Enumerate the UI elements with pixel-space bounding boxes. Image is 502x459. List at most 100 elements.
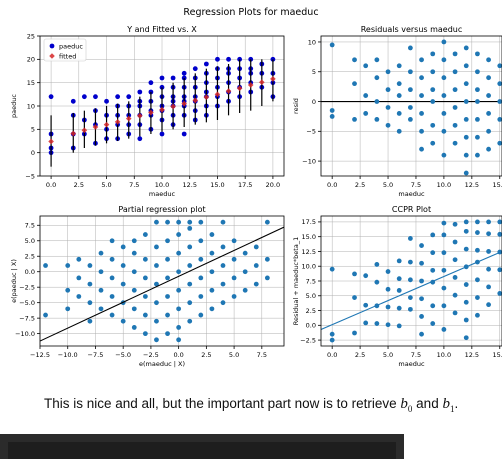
- caption-period: .: [454, 396, 459, 411]
- data-point: [226, 56, 231, 62]
- data-point: [329, 331, 335, 337]
- data-point: [159, 75, 165, 81]
- data-point: [192, 66, 198, 72]
- data-point: [407, 259, 413, 265]
- data-point: [220, 300, 226, 306]
- x-tick-label: 2.5: [74, 181, 84, 189]
- y-tick-label: −5: [25, 172, 35, 180]
- fitted-marker: [114, 119, 121, 125]
- axes-frame: [320, 35, 502, 177]
- fitted-marker: [236, 85, 243, 92]
- data-point: [463, 317, 469, 323]
- data-point: [231, 256, 237, 262]
- data-point: [463, 246, 469, 252]
- data-point: [165, 312, 170, 318]
- data-point: [329, 108, 335, 113]
- data-point: [385, 269, 391, 274]
- data-point: [198, 219, 204, 225]
- data-point: [419, 314, 424, 319]
- data-point: [81, 94, 87, 100]
- data-point: [486, 231, 491, 237]
- data-point: [98, 287, 104, 293]
- data-point: [441, 232, 447, 238]
- fitted-marker: [148, 109, 154, 116]
- data-point: [452, 310, 458, 316]
- fit-line: [40, 226, 284, 342]
- x-tick-label: 0.0: [46, 181, 56, 189]
- legend-box: [43, 38, 87, 62]
- data-point: [264, 275, 270, 281]
- data-point: [463, 219, 469, 225]
- data-point: [419, 75, 424, 81]
- y-tick-label: 10.0: [302, 263, 316, 271]
- data-point: [98, 250, 104, 256]
- subplot-title: Y and Fitted vs. X: [126, 25, 197, 34]
- data-point: [187, 263, 193, 268]
- data-point: [441, 75, 447, 81]
- data-point: [198, 312, 204, 318]
- data-point: [115, 94, 121, 100]
- legend-label: fitted: [59, 52, 76, 60]
- data-point: [396, 305, 402, 311]
- data-point: [120, 318, 126, 324]
- code-cell-bar: [0, 434, 404, 459]
- y-tick-label: 10: [27, 102, 35, 110]
- data-point: [142, 312, 148, 318]
- fit-line: [321, 250, 502, 330]
- code-cell-input[interactable]: [8, 442, 396, 459]
- data-point: [70, 98, 76, 104]
- data-point: [407, 105, 413, 110]
- data-point: [203, 61, 209, 67]
- data-point: [352, 271, 357, 277]
- x-tick-label: 12.5: [182, 181, 196, 189]
- x-tick-label: 10.0: [437, 351, 451, 359]
- data-point: [43, 263, 48, 268]
- fitted-marker: [81, 127, 88, 134]
- y-axis-label: e(paeduc | X): [10, 259, 18, 303]
- data-point: [452, 105, 458, 110]
- data-point: [463, 282, 469, 287]
- data-point: [176, 337, 182, 343]
- regression-plots-figure: Regression Plots for maeduc 0.0 2.5 5.0 7.5…: [10, 7, 502, 368]
- data-point: [396, 276, 402, 282]
- data-point: [497, 99, 502, 104]
- data-point: [352, 81, 357, 87]
- data-point: [441, 285, 447, 291]
- data-point: [170, 75, 176, 81]
- data-point: [209, 232, 215, 237]
- x-axis-label: maeduc: [398, 190, 425, 198]
- data-point: [463, 134, 469, 140]
- data-point: [452, 51, 458, 57]
- data-point: [497, 267, 502, 273]
- y-tick-label: 2.5: [25, 253, 35, 261]
- data-point: [109, 312, 115, 318]
- data-point: [441, 111, 447, 116]
- data-point: [475, 152, 480, 158]
- data-point: [165, 331, 170, 337]
- data-point: [407, 295, 413, 300]
- data-point: [396, 111, 402, 116]
- fitted-marker: [214, 91, 221, 98]
- data-point: [486, 111, 491, 116]
- fitted-marker: [137, 113, 143, 119]
- x-tick-label: 20.0: [266, 181, 280, 189]
- data-point: [452, 239, 458, 245]
- data-point: [441, 39, 447, 45]
- data-point: [463, 299, 469, 305]
- data-point: [486, 57, 491, 63]
- data-point: [441, 303, 447, 309]
- x-tick-label: 7.5: [129, 181, 139, 189]
- plot-area: [48, 56, 276, 167]
- x-tick-label: 10.0: [155, 181, 169, 189]
- data-point: [396, 128, 402, 134]
- data-point: [463, 45, 469, 51]
- x-tick-label: −2.5: [143, 351, 159, 359]
- caption-sentence: This is nice and all, but the important …: [44, 396, 401, 411]
- data-point: [475, 69, 480, 75]
- data-point: [430, 303, 436, 309]
- y-tick-label: −2.5: [300, 336, 316, 344]
- data-point: [242, 269, 248, 275]
- y-tick-label: 7.5: [25, 222, 35, 230]
- data-point: [104, 98, 109, 104]
- data-point: [452, 275, 458, 280]
